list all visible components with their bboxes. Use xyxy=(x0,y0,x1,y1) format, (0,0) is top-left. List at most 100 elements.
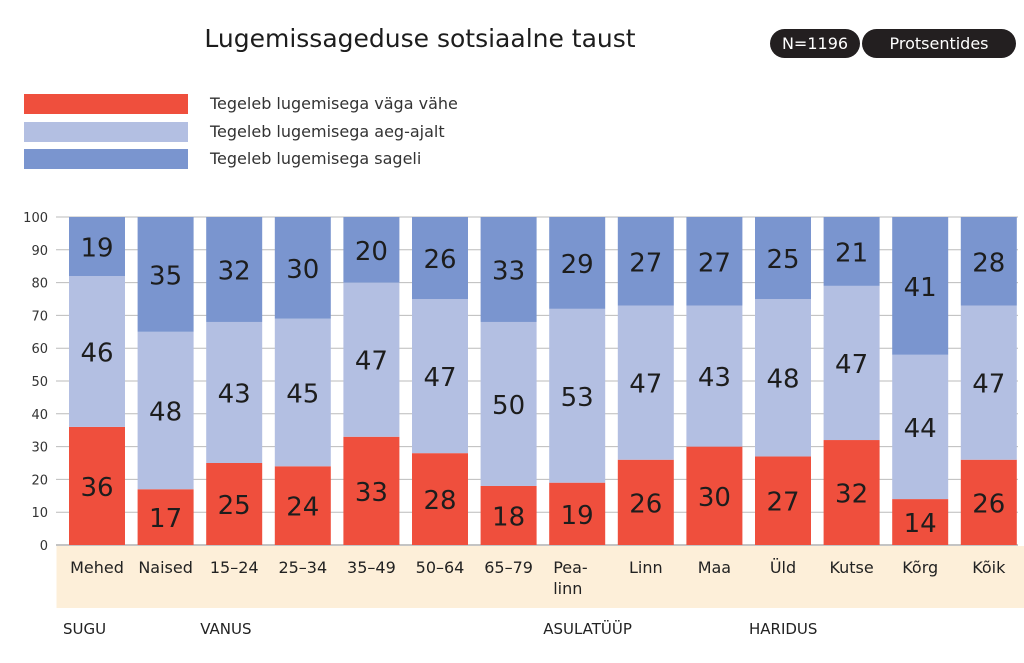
data-label: 30 xyxy=(286,255,319,285)
bar-segment xyxy=(823,285,880,441)
bar-segment xyxy=(343,436,400,545)
x-tick-label: Linn xyxy=(629,558,663,577)
y-tick-label: 80 xyxy=(31,277,48,292)
data-label: 25 xyxy=(766,245,799,275)
data-label: 28 xyxy=(423,486,456,516)
data-label: 33 xyxy=(355,478,388,508)
data-label: 18 xyxy=(492,502,525,532)
data-label: 44 xyxy=(904,414,937,444)
bar-segment xyxy=(960,459,1017,545)
bar-segment xyxy=(823,440,880,545)
bar-segment xyxy=(823,217,880,286)
bar-segment xyxy=(617,459,674,545)
data-label: 24 xyxy=(286,493,319,523)
bar-segment xyxy=(617,217,674,306)
group-label: HARIDUS xyxy=(749,620,817,638)
data-label: 27 xyxy=(698,248,731,278)
data-label: 32 xyxy=(218,256,251,286)
y-tick-label: 40 xyxy=(31,408,48,423)
bar-segment xyxy=(137,217,194,332)
bar-segment xyxy=(755,217,811,299)
legend-swatch-low xyxy=(24,94,188,114)
legend-label-mid: Tegeleb lugemisega aeg-ajalt xyxy=(210,122,445,141)
bar-segment xyxy=(137,489,194,545)
bar-segment xyxy=(274,217,331,319)
data-label: 29 xyxy=(561,250,594,280)
bar-segment xyxy=(892,354,949,500)
y-tick-label: 20 xyxy=(31,473,48,488)
bar-segment xyxy=(69,217,125,277)
bar-segment xyxy=(892,217,949,355)
y-tick-label: 100 xyxy=(23,211,48,226)
bar-segment xyxy=(480,485,537,545)
bar-segment xyxy=(480,217,537,322)
data-label: 53 xyxy=(561,383,594,413)
x-tick-label: Üld xyxy=(770,558,796,577)
bar-segment xyxy=(137,331,194,490)
bar-segment xyxy=(412,453,468,545)
x-tick-label: linn xyxy=(553,579,582,598)
data-label: 47 xyxy=(972,370,1005,400)
chart-title: Lugemissageduse sotsiaalne taust xyxy=(204,24,636,53)
data-label: 33 xyxy=(492,256,525,286)
bar-segment xyxy=(892,499,949,545)
data-label: 48 xyxy=(149,398,182,428)
group-label: VANUS xyxy=(200,620,251,638)
data-label: 25 xyxy=(218,491,251,521)
data-label: 26 xyxy=(972,489,1005,519)
bar-segment xyxy=(412,217,468,299)
bar-segment xyxy=(549,308,606,483)
bar-segment xyxy=(960,305,1017,460)
data-label: 47 xyxy=(423,363,456,393)
category-group-box xyxy=(195,546,547,608)
legend-swatch-high xyxy=(24,149,188,169)
data-label: 50 xyxy=(492,391,525,421)
bar-segment xyxy=(274,466,331,545)
bar-segment xyxy=(480,321,537,486)
data-label: 47 xyxy=(835,350,868,380)
bar-segment xyxy=(343,217,400,283)
group-label: ASULATÜÜP xyxy=(543,619,632,638)
legend-label-low: Tegeleb lugemisega väga vähe xyxy=(210,94,458,113)
data-label: 27 xyxy=(766,488,799,518)
y-tick-label: 60 xyxy=(31,342,48,357)
bar-segment xyxy=(206,321,263,463)
data-label: 47 xyxy=(629,370,662,400)
data-label: 48 xyxy=(766,365,799,395)
bar-segment xyxy=(617,305,674,460)
y-tick-label: 30 xyxy=(31,441,48,456)
bar-segment xyxy=(549,482,606,545)
sample-size-badge: N=1196 xyxy=(770,29,860,58)
data-label: 46 xyxy=(80,338,113,368)
data-label: 36 xyxy=(80,473,113,503)
x-tick-label: 15–24 xyxy=(210,558,259,577)
data-label: 19 xyxy=(561,501,594,531)
legend-swatch-mid xyxy=(24,122,188,142)
data-label: 32 xyxy=(835,480,868,510)
bar-segment xyxy=(755,299,811,457)
category-group-box xyxy=(56,546,204,608)
bar-segment xyxy=(69,426,125,545)
bar-segment xyxy=(206,463,263,545)
bar-segment xyxy=(412,299,468,454)
data-label: 35 xyxy=(149,261,182,291)
bar-segment xyxy=(274,318,331,467)
x-tick-label: Maa xyxy=(698,558,731,577)
data-label: 27 xyxy=(629,248,662,278)
x-tick-label: 25–34 xyxy=(278,558,327,577)
data-label: 47 xyxy=(355,347,388,377)
data-label: 45 xyxy=(286,379,319,409)
data-label: 21 xyxy=(835,238,868,268)
x-tick-label: Pea- xyxy=(553,558,588,577)
data-label: 19 xyxy=(80,234,113,264)
data-label: 26 xyxy=(629,489,662,519)
x-tick-label: Kõrg xyxy=(902,558,938,577)
x-tick-label: 35–49 xyxy=(347,558,396,577)
y-tick-label: 70 xyxy=(31,309,48,324)
bar-segment xyxy=(686,446,743,545)
bar-segment xyxy=(206,217,263,322)
data-label: 14 xyxy=(904,509,937,539)
category-group-box xyxy=(950,546,1024,608)
data-label: 26 xyxy=(423,245,456,275)
